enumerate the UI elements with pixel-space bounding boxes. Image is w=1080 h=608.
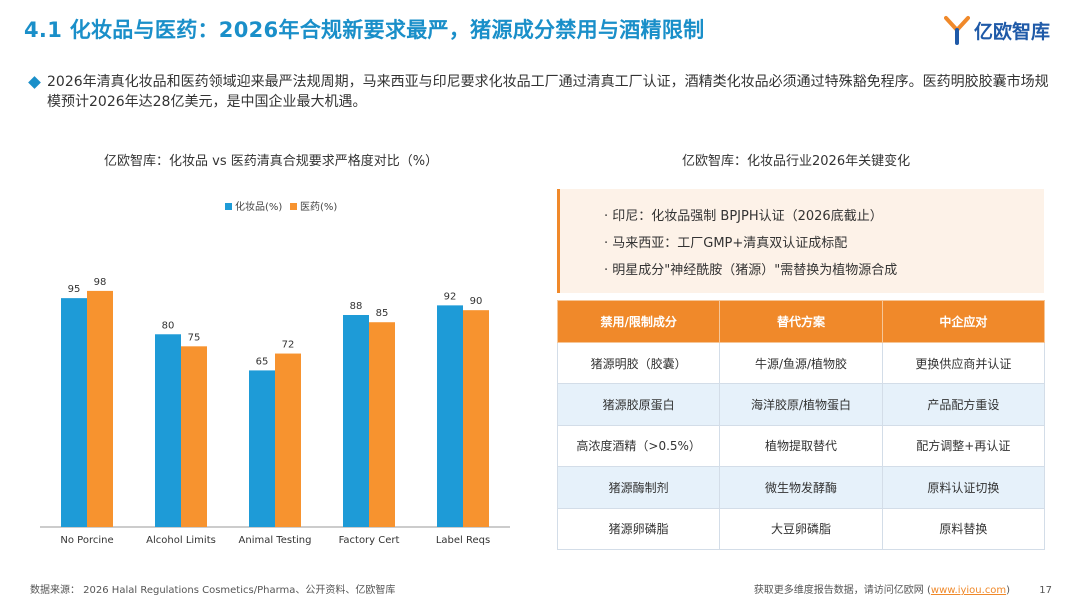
bar	[343, 315, 369, 527]
table-cell: 原料认证切换	[881, 466, 1046, 509]
table-cell: 原料替换	[881, 507, 1046, 550]
data-label: 65	[256, 356, 269, 367]
table-cell: 海洋胶原/植物蛋白	[719, 383, 883, 426]
table-cell: 牛源/鱼源/植物胶	[719, 341, 883, 385]
x-tick-label: Label Reqs	[436, 535, 490, 546]
table-cell: 微生物发酵酶	[719, 466, 883, 509]
bar	[181, 346, 207, 527]
table-row: 猪源卵磷脂 大豆卵磷脂 原料替换	[556, 507, 1046, 550]
table-cell: 产品配方重设	[881, 383, 1046, 426]
table-cell: 更换供应商并认证	[881, 341, 1046, 385]
table-cell: 植物提取替代	[719, 424, 883, 468]
data-label: 95	[68, 284, 81, 295]
page-number: 17	[1039, 585, 1052, 596]
x-tick-label: Factory Cert	[339, 535, 400, 546]
bar	[275, 353, 301, 527]
data-label: 72	[282, 340, 295, 351]
bar	[463, 310, 489, 527]
change-item: · 明星成分"神经酰胺（猪源）"需替换为植物源合成	[604, 263, 898, 278]
table-cell: 猪源酶制剂	[556, 466, 721, 509]
data-label: 85	[376, 308, 389, 319]
change-item: · 马来西亚：工厂GMP+清真双认证成标配	[604, 236, 848, 251]
changes-title: 亿欧智库：化妆品行业2026年关键变化	[682, 154, 911, 169]
table-row: 猪源酶制剂 微生物发酵酶 原料认证切换	[556, 466, 1046, 509]
legend-swatch	[225, 203, 232, 210]
footer-more-prefix: 获取更多维度报告数据，请访问亿欧网 (	[753, 585, 931, 596]
diamond-bullet-icon	[28, 76, 41, 89]
table-cell: 配方调整+再认证	[881, 424, 1046, 468]
footer-website-link[interactable]: www.iyiou.com	[930, 585, 1007, 596]
col-header-banned: 禁用/限制成分	[556, 300, 721, 343]
x-tick-label: No Porcine	[60, 535, 113, 546]
summary-bullet: 2026年清真化妆品和医药领域迎来最严法规周期，马来西亚与印尼要求化妆品工厂通过…	[28, 72, 1055, 112]
x-tick-label: Animal Testing	[239, 535, 312, 546]
legend-label: 化妆品(%)	[235, 200, 282, 213]
table-cell: 猪源明胶（胶囊）	[556, 341, 721, 385]
data-label: 75	[188, 332, 201, 343]
bar	[155, 334, 181, 527]
brand-logo: 亿欧智库	[944, 14, 1056, 46]
table-cell: 高浓度酒精（>0.5%）	[556, 424, 721, 468]
page-title: 4.1 化妆品与医药：2026年合规新要求最严，猪源成分禁用与酒精限制	[24, 18, 705, 42]
table-cell: 猪源胶原蛋白	[556, 383, 721, 426]
logo-text: 亿欧智库	[974, 20, 1051, 43]
legend-swatch	[290, 203, 297, 210]
col-header-alternative: 替代方案	[719, 300, 883, 343]
footer-more-info: 获取更多维度报告数据，请访问亿欧网 (www.iyiou.com) 17	[754, 581, 1052, 596]
table-row: 高浓度酒精（>0.5%） 植物提取替代 配方调整+再认证	[556, 424, 1046, 468]
legend-label: 医药(%)	[300, 201, 337, 213]
key-changes-box: · 印尼：化妆品强制 BPJPH认证（2026底截止） · 马来西亚：工厂GMP…	[557, 189, 1044, 293]
table-row: 猪源胶原蛋白 海洋胶原/植物蛋白 产品配方重设	[556, 383, 1046, 426]
data-label: 98	[94, 277, 107, 288]
bar	[61, 298, 87, 527]
change-item: · 印尼：化妆品强制 BPJPH认证（2026底截止）	[604, 209, 883, 224]
data-label: 90	[470, 296, 483, 307]
ingredient-table: 禁用/限制成分 替代方案 中企应对 猪源明胶（胶囊） 牛源/鱼源/植物胶 更换供…	[556, 300, 1046, 550]
table-cell: 猪源卵磷脂	[556, 507, 721, 550]
table-cell: 大豆卵磷脂	[719, 507, 883, 550]
table-header-row: 禁用/限制成分 替代方案 中企应对	[556, 300, 1046, 343]
bar	[249, 370, 275, 527]
chart-title: 亿欧智库：化妆品 vs 医药清真合规要求严格度对比（%）	[104, 154, 439, 169]
compliance-bar-chart: 化妆品(%) 医药(%) 95 98 No Porcine 80 75 Alcohol Lim…	[40, 200, 510, 546]
table-row: 猪源明胶（胶囊） 牛源/鱼源/植物胶 更换供应商并认证	[556, 341, 1046, 385]
col-header-response: 中企应对	[881, 300, 1046, 343]
footer-more-suffix: )	[1006, 585, 1011, 596]
summary-text: 2026年清真化妆品和医药领域迎来最严法规周期，马来西亚与印尼要求化妆品工厂通过…	[47, 74, 1049, 110]
logo-mark-icon	[944, 16, 970, 45]
data-label: 88	[350, 301, 363, 312]
data-source-note: 数据来源： 2026 Halal Regulations Cosmetics/P…	[30, 585, 396, 596]
data-label: 92	[444, 291, 457, 302]
bar	[87, 290, 113, 527]
x-tick-label: Alcohol Limits	[146, 535, 216, 546]
bar	[369, 322, 395, 527]
bar	[437, 305, 463, 527]
data-label: 80	[162, 320, 175, 331]
